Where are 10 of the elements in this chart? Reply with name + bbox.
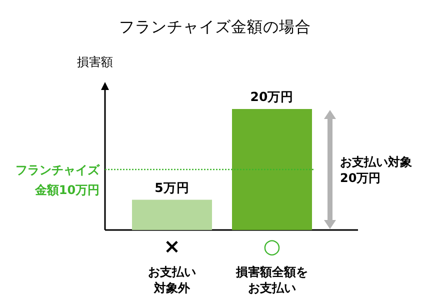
text: × [162, 234, 182, 258]
text: お支払い対象20万円 [340, 154, 413, 186]
chart-title: フランチャイズ金額の場合 [118, 18, 312, 36]
data-label: 20万円 [249, 89, 295, 105]
y-axis-title: 損害額 [76, 54, 114, 70]
text: ○ [262, 234, 282, 258]
x-tick-label: お支払い対象外 [146, 264, 197, 296]
data-label: 5万円 [154, 180, 190, 196]
x-tick-label: 損害額全額をお支払い [234, 264, 309, 296]
ref-line-label: フランチャイズ金額10万円 [14, 162, 100, 198]
